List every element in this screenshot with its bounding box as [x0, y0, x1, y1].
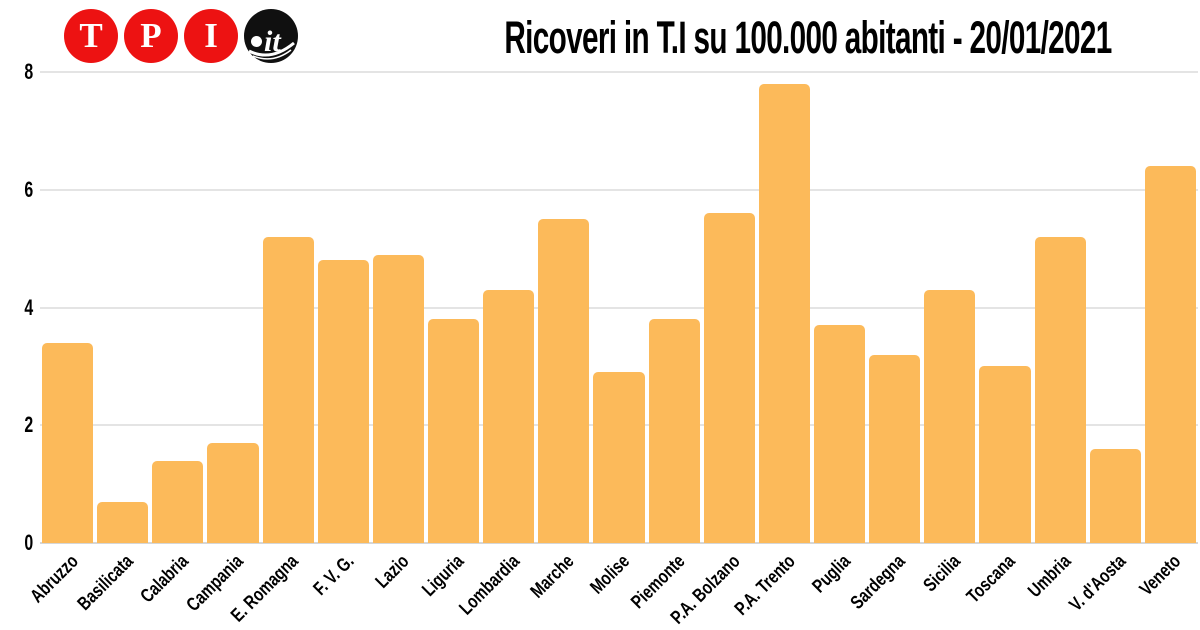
bar-slot: Sicilia [920, 72, 977, 596]
bars-row: Abruzzo Basilicata Calabria Campania E. Roma… [26, 72, 1198, 629]
bar-slot: Lombardia [455, 72, 536, 619]
bar-p-a-bolzano [703, 213, 755, 543]
bar-f-v-g- [317, 260, 369, 543]
plot-area: Abruzzo Basilicata Calabria Campania E. Roma… [26, 71, 1198, 629]
bar-marche [538, 219, 590, 543]
bar-slot: Veneto [1136, 72, 1198, 600]
y-tick-label-2: 2 [24, 412, 33, 438]
gridline-6 [40, 188, 1198, 191]
bar-slot: Campania [183, 72, 260, 616]
bar-lazio [372, 254, 424, 543]
x-label: Marche [527, 551, 579, 603]
bar-slot: Sardegna [847, 72, 922, 614]
bar-sardegna [869, 354, 921, 543]
x-label: Liguria [418, 551, 469, 601]
y-axis: 0 2 4 6 8 [0, 61, 33, 554]
bar-puglia [813, 325, 866, 543]
chart-title: Ricoveri in T.I su 100.000 abitanti - 20… [504, 12, 1112, 63]
bar-slot: V. d'Aosta [1065, 72, 1143, 616]
gridline-4 [40, 306, 1198, 309]
y-tick-label-4: 4 [24, 294, 33, 320]
bar-slot: Toscana [963, 72, 1032, 608]
x-label: Basilicata [73, 551, 138, 615]
bar-e-romagna [262, 236, 314, 543]
logo-letter-p: P [140, 16, 162, 55]
logo-it-text: it [264, 25, 282, 58]
bar-slot: Basilicata [74, 72, 150, 615]
bar-piemonte [648, 319, 700, 543]
bar-sicilia [924, 289, 976, 543]
title-wrap: Ricoveri in T.I su 100.000 abitanti - 20… [348, 15, 1200, 60]
bar-slot: F. V. G. [309, 72, 371, 600]
gridline-8 [40, 71, 1198, 73]
bar-lombardia [483, 289, 535, 543]
bar-slot: Calabria [137, 72, 205, 607]
bar-slot: P.A. Bolzano [667, 72, 757, 629]
x-label: Veneto [1136, 551, 1186, 601]
x-label: F. V. G. [309, 551, 359, 600]
bar-veneto [1144, 166, 1196, 543]
bar-slot: Liguria [419, 72, 481, 601]
x-label: Sardegna [846, 551, 910, 614]
x-label: Toscana [963, 551, 1020, 608]
logo-circle-t: T [64, 9, 118, 63]
x-label: V. d'Aosta [1065, 551, 1131, 616]
y-tick-label-8: 8 [24, 59, 33, 84]
tpi-logo: T P I it [64, 9, 298, 63]
bar-molise [593, 372, 645, 543]
bar-slot: Puglia [808, 72, 867, 597]
bar-toscana [979, 366, 1031, 543]
logo-letter-t: T [79, 16, 103, 55]
bar-liguria [427, 319, 480, 543]
logo-circle-it: it [244, 9, 298, 63]
bar-basilicata [97, 501, 149, 543]
bar-umbria [1034, 236, 1086, 543]
bar-abruzzo [42, 342, 94, 543]
logo-letter-i: I [204, 16, 218, 55]
bar-campania [207, 442, 259, 543]
bar-slot: E. Romagna [228, 72, 316, 626]
x-label: Lombardia [455, 551, 524, 620]
logo-it-icon: it [248, 25, 295, 60]
bar-calabria [152, 460, 204, 543]
x-label: Lazio [371, 551, 414, 593]
x-label: Puglia [808, 551, 855, 598]
y-tick-label-0: 0 [24, 530, 33, 555]
y-tick-label-6: 6 [24, 176, 33, 202]
x-label: Molise [586, 551, 634, 599]
bar-slot: P.A. Trento [730, 72, 812, 620]
gridline-0 [40, 542, 1198, 544]
bar-slot: Lazio [371, 72, 426, 593]
bar-v-d-aosta [1089, 448, 1141, 543]
bar-p-a-trento [758, 83, 810, 543]
bar-slot: Molise [586, 72, 646, 598]
logo-circle-p: P [124, 9, 178, 63]
bar-slot: Umbria [1024, 72, 1088, 602]
bar-slot: Abruzzo [26, 72, 95, 607]
x-label: Umbria [1024, 551, 1075, 602]
bar-slot: Piemonte [627, 72, 702, 613]
x-label: Sicilia [919, 551, 965, 597]
bar-slot: Marche [527, 72, 591, 603]
logo-circle-i: I [184, 9, 238, 63]
